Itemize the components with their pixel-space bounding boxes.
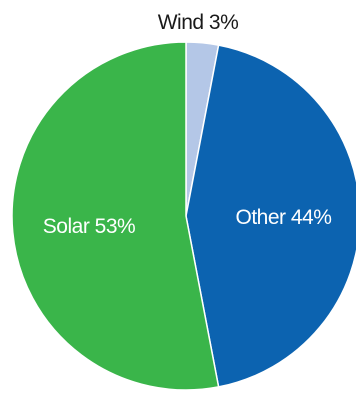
pie-slice-solar — [11, 41, 220, 391]
pie-slices — [11, 41, 356, 391]
pie-label-other: Other 44% — [235, 206, 331, 229]
pie-label-solar: Solar 53% — [43, 215, 135, 238]
pie-labels: Wind 3% Other 44% Solar 53% — [43, 11, 332, 238]
pie-slice-other — [185, 44, 356, 388]
pie-label-wind: Wind 3% — [158, 11, 239, 34]
